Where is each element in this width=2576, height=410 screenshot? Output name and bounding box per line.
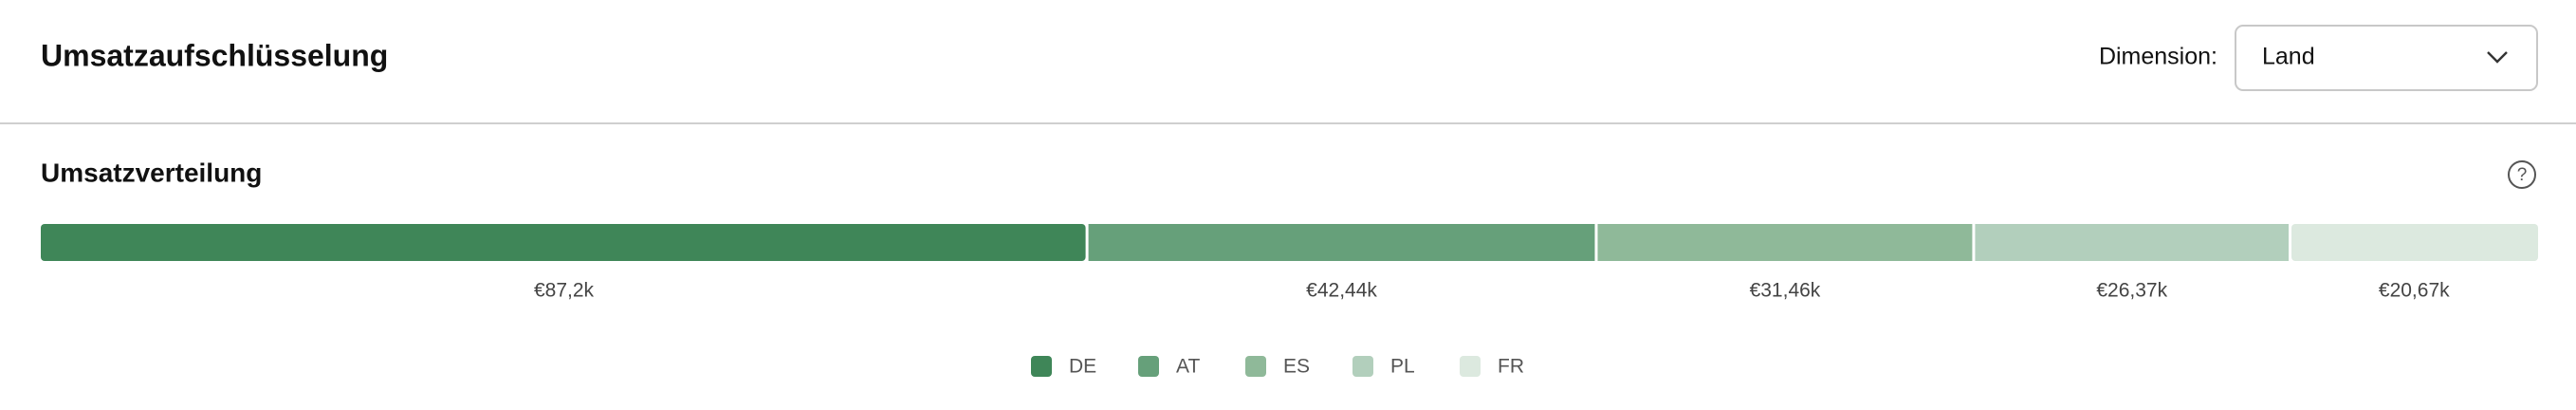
- dimension-label: Dimension:: [2099, 44, 2217, 70]
- legend-label: FR: [1498, 356, 1524, 378]
- legend-label: PL: [1390, 356, 1415, 378]
- bar-segment: [1975, 224, 2290, 261]
- legend-swatch: [1352, 356, 1373, 377]
- value-label: €87,2k: [534, 280, 595, 302]
- chevron[interactable]: [2487, 51, 2508, 64]
- page-title: Umsatzaufschlüsselung: [41, 38, 388, 72]
- value-label: €20,67k: [2379, 280, 2450, 302]
- help-circle[interactable]: [2508, 160, 2536, 189]
- legend-swatch: [1460, 356, 1481, 377]
- value-label: €42,44k: [1306, 280, 1377, 302]
- chart-title: Umsatzverteilung: [41, 158, 262, 187]
- bar-segment: [1088, 224, 1595, 261]
- bar-segment: [1597, 224, 1973, 261]
- value-label: €26,37k: [2096, 280, 2167, 302]
- bar-segment: [2291, 224, 2538, 261]
- value-label: €31,46k: [1750, 280, 1821, 302]
- select-value[interactable]: Land: [2262, 44, 2315, 70]
- select-box[interactable]: [2235, 25, 2538, 91]
- legend-swatch: [1031, 356, 1052, 377]
- legend-swatch: [1245, 356, 1266, 377]
- legend-label: AT: [1176, 356, 1200, 378]
- legend-label: DE: [1069, 356, 1096, 378]
- dimension-select[interactable]: Land: [2235, 25, 2538, 91]
- legend-label: ES: [1283, 356, 1310, 378]
- legend-swatch: [1138, 356, 1159, 377]
- bar-segment: [41, 224, 1086, 261]
- help-mark[interactable]: ?: [2517, 165, 2528, 185]
- help-icon[interactable]: ?: [2508, 160, 2536, 189]
